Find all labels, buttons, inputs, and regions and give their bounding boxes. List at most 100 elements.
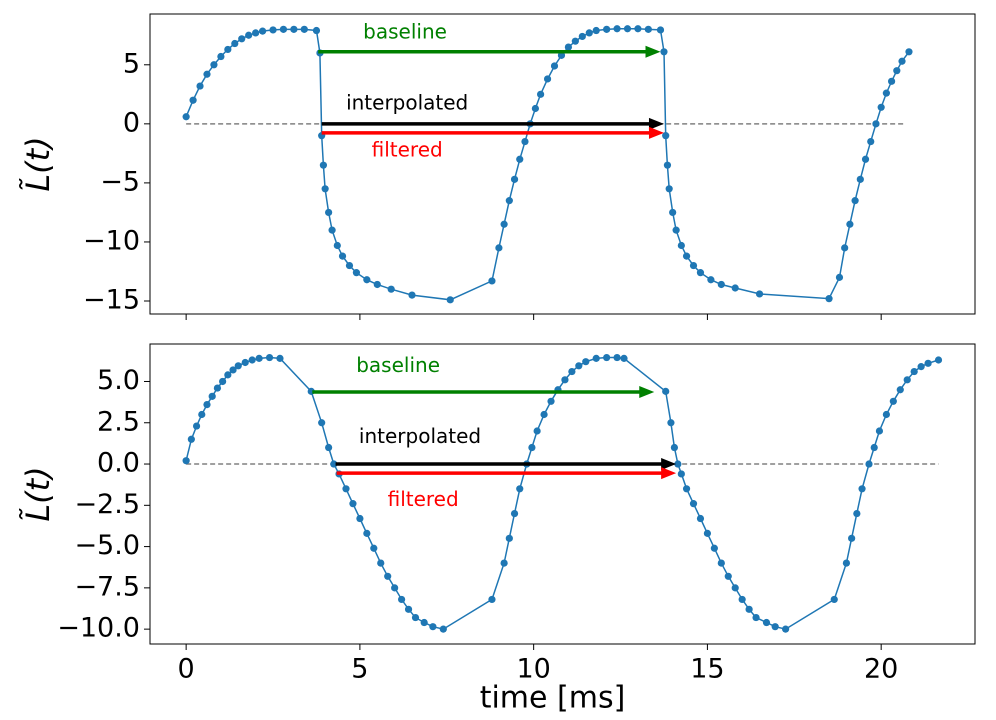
data-point bbox=[830, 595, 838, 604]
data-point bbox=[663, 161, 672, 169]
data-point bbox=[488, 277, 496, 285]
data-point bbox=[217, 52, 225, 61]
data-point bbox=[771, 623, 779, 631]
data-point bbox=[887, 77, 896, 85]
data-point bbox=[677, 470, 685, 478]
data-point bbox=[342, 485, 350, 493]
data-point bbox=[917, 363, 925, 371]
data-point bbox=[196, 82, 204, 90]
data-point bbox=[877, 103, 885, 111]
data-point bbox=[582, 358, 590, 366]
data-point bbox=[516, 485, 524, 493]
data-point bbox=[404, 605, 413, 613]
data-point bbox=[710, 544, 718, 552]
data-point bbox=[265, 353, 274, 362]
data-point bbox=[644, 25, 652, 33]
data-point bbox=[312, 26, 321, 35]
x-tick-label: 0 bbox=[178, 654, 195, 685]
data-point bbox=[731, 584, 739, 592]
data-point bbox=[571, 37, 579, 45]
data-point bbox=[516, 155, 524, 163]
data-point bbox=[585, 29, 593, 37]
data-point bbox=[578, 32, 586, 41]
data-point bbox=[208, 392, 216, 400]
data-point bbox=[707, 276, 715, 284]
data-point bbox=[867, 137, 875, 146]
arrow-head bbox=[648, 117, 664, 130]
data-point bbox=[665, 185, 673, 193]
data-point bbox=[903, 376, 911, 384]
y-tick-label: −7.5 bbox=[74, 571, 140, 602]
data-point bbox=[660, 48, 668, 56]
data-point bbox=[300, 25, 308, 33]
data-point bbox=[446, 296, 454, 304]
data-point bbox=[189, 96, 197, 104]
x-tick-label: 10 bbox=[516, 654, 550, 685]
annotation: baseline bbox=[363, 19, 447, 43]
data-point bbox=[882, 89, 890, 97]
data-point bbox=[634, 25, 642, 33]
data-point bbox=[724, 572, 732, 580]
y-tick-label: −5 bbox=[100, 166, 140, 197]
y-axis-label: L̃(t) bbox=[19, 466, 57, 521]
data-point bbox=[540, 410, 548, 419]
data-point bbox=[321, 185, 329, 193]
data-point bbox=[662, 387, 670, 395]
data-point bbox=[870, 443, 878, 452]
y-tick-label: 5 bbox=[123, 48, 140, 79]
data-line bbox=[185, 356, 939, 630]
annotation: filtered bbox=[388, 487, 459, 511]
y-tick-label: −10 bbox=[83, 225, 140, 256]
data-point bbox=[547, 397, 555, 405]
data-point bbox=[543, 75, 552, 83]
data-point bbox=[910, 367, 918, 376]
data-point bbox=[182, 457, 190, 465]
data-point bbox=[620, 354, 628, 362]
data-point bbox=[356, 514, 364, 523]
x-tick-label: 15 bbox=[690, 654, 724, 685]
data-point bbox=[592, 354, 600, 362]
data-point bbox=[203, 400, 211, 409]
data-point bbox=[537, 90, 545, 98]
data-point bbox=[738, 595, 746, 604]
y-tick-label: −5.0 bbox=[74, 530, 140, 561]
arrow-head bbox=[645, 45, 661, 58]
data-point bbox=[258, 27, 267, 35]
annotation: interpolated bbox=[359, 424, 481, 448]
data-point bbox=[500, 559, 508, 567]
data-point bbox=[521, 137, 529, 146]
data-point bbox=[841, 244, 849, 252]
data-point bbox=[352, 269, 361, 277]
data-point bbox=[510, 175, 519, 183]
data-point bbox=[856, 175, 864, 183]
data-point bbox=[290, 25, 298, 33]
data-point bbox=[325, 443, 333, 452]
data-point bbox=[851, 197, 859, 205]
data-point bbox=[674, 460, 682, 468]
data-point bbox=[245, 31, 253, 39]
data-point bbox=[672, 226, 680, 234]
data-point bbox=[192, 422, 201, 430]
arrow-head bbox=[661, 458, 677, 471]
data-point bbox=[338, 252, 347, 260]
data-point bbox=[564, 43, 573, 51]
data-point bbox=[835, 273, 844, 281]
data-point bbox=[550, 62, 559, 70]
data-point bbox=[224, 45, 232, 54]
data-point bbox=[387, 285, 395, 293]
data-point bbox=[219, 377, 227, 386]
data-point bbox=[613, 25, 621, 33]
data-point bbox=[363, 529, 371, 537]
x-axis-label: time [ms] bbox=[480, 681, 626, 716]
plot-frame bbox=[149, 13, 976, 315]
data-point bbox=[198, 410, 206, 419]
data-point bbox=[755, 290, 764, 298]
x-tick-label: 20 bbox=[864, 654, 898, 685]
data-point bbox=[252, 29, 260, 37]
data-point bbox=[328, 226, 336, 234]
data-point bbox=[495, 244, 503, 252]
data-point bbox=[865, 460, 873, 468]
y-tick-label: 0.0 bbox=[97, 448, 140, 479]
data-point bbox=[603, 353, 611, 362]
data-point bbox=[717, 280, 725, 289]
